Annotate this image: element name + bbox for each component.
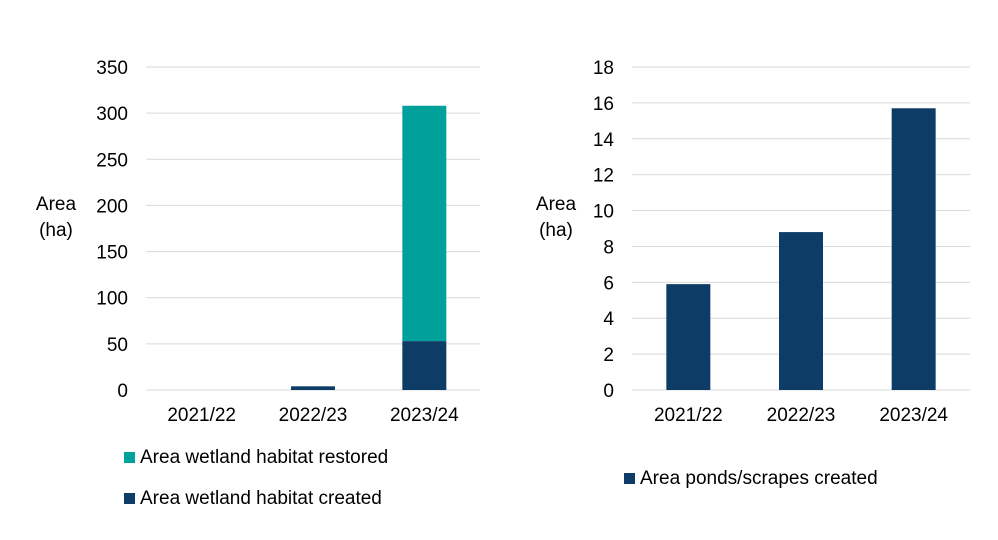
bar-area-wetland-habitat-created-2023-24 <box>402 341 447 390</box>
y-tick-label: 12 <box>593 166 614 187</box>
bar-area-wetland-habitat-created-2022-23 <box>291 386 335 390</box>
y-tick-label: 6 <box>603 273 614 294</box>
y-tick-label: 100 <box>96 289 128 310</box>
x-tick-label: 2021/22 <box>654 405 723 426</box>
y-tick-label: 16 <box>593 94 614 115</box>
y-tick-label: 50 <box>107 335 128 356</box>
y-tick-label: 10 <box>593 202 614 223</box>
legend-label-area-wetland-habitat-restored: Area wetland habitat restored <box>140 447 388 468</box>
y-tick-label: 14 <box>593 130 615 151</box>
y-tick-label: 0 <box>603 381 614 402</box>
x-tick-label: 2021/22 <box>167 405 236 426</box>
legend-swatch-area-wetland-habitat-created <box>124 493 135 504</box>
y-tick-label: 200 <box>96 196 128 217</box>
bar-area-ponds-scrapes-created-2023-24 <box>891 108 936 391</box>
chart-wetland-habitat: 0 50 100 150 200 250 300 350 Area (ha) 2021/22 2022… <box>36 58 480 509</box>
y-tick-label: 2 <box>603 345 614 366</box>
y-tick-label: 150 <box>96 243 128 264</box>
y-tick-label: 250 <box>96 150 128 171</box>
y-axis-label: Area <box>536 194 577 215</box>
x-tick-label: 2022/23 <box>279 405 348 426</box>
legend-label-area-ponds-scrapes-created: Area ponds/scrapes created <box>640 468 878 489</box>
legend-swatch-area-wetland-habitat-restored <box>124 452 135 463</box>
y-tick-label: 18 <box>593 58 614 79</box>
x-tick-label: 2023/24 <box>390 405 459 426</box>
legend-swatch-area-ponds-scrapes-created <box>624 473 635 484</box>
y-axis-label: Area <box>36 194 77 215</box>
x-tick-label: 2022/23 <box>767 405 836 426</box>
chart-ponds-scrapes: 0 2 4 6 8 10 12 14 16 18 Area (ha) 2021/22 2022/23 202… <box>536 58 970 489</box>
y-tick-label: 300 <box>96 104 128 125</box>
bar-area-ponds-scrapes-created-2022-23 <box>779 232 823 390</box>
y-axis-label-unit: (ha) <box>539 220 573 241</box>
x-tick-label: 2023/24 <box>879 405 948 426</box>
y-tick-label: 4 <box>603 309 614 330</box>
y-axis-label-unit: (ha) <box>39 220 73 241</box>
bar-area-ponds-scrapes-created-2021-22 <box>666 284 711 390</box>
y-tick-label: 0 <box>117 381 128 402</box>
legend-label-area-wetland-habitat-created: Area wetland habitat created <box>140 488 382 509</box>
bar-area-wetland-habitat-restored-2023-24 <box>402 105 447 342</box>
y-tick-label: 350 <box>96 58 128 79</box>
y-tick-label: 8 <box>603 237 614 258</box>
